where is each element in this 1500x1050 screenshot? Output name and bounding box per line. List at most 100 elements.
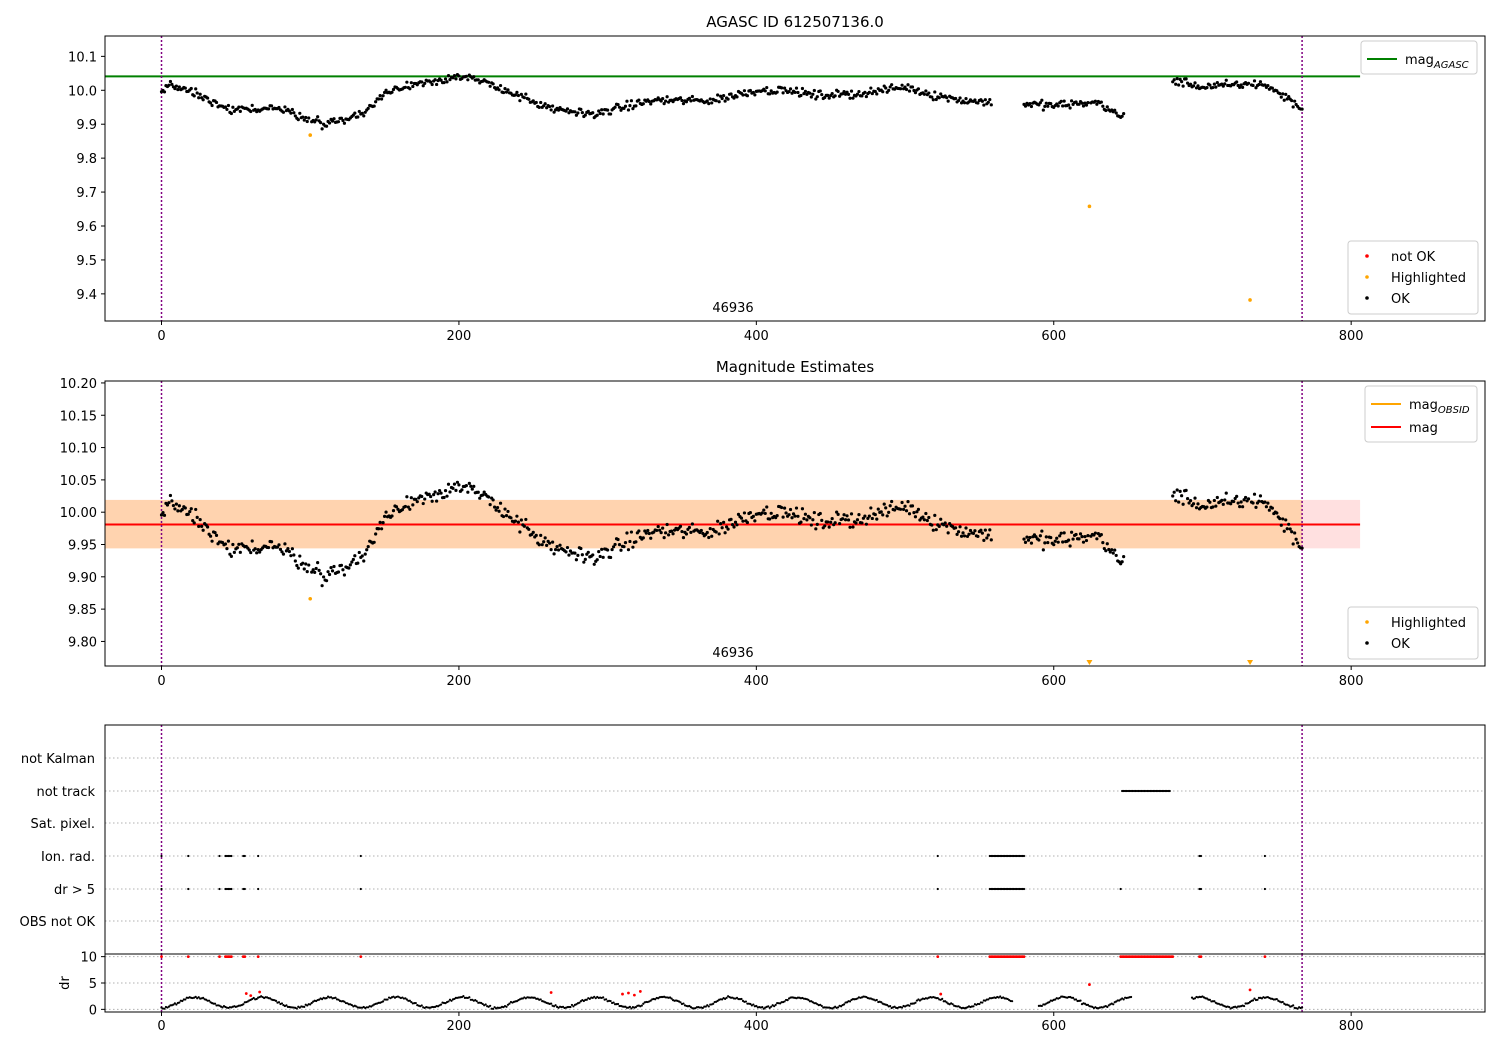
ok-point — [307, 116, 311, 120]
ok-point — [1059, 99, 1063, 103]
ok-point — [454, 488, 458, 492]
ok-point — [726, 527, 730, 531]
dr-not-ok-point — [632, 993, 636, 997]
ok-point — [503, 87, 507, 91]
ok-point — [820, 518, 824, 522]
ok-point — [564, 109, 568, 113]
dr-point — [1213, 1000, 1216, 1003]
ok-point — [1086, 101, 1090, 105]
ok-point — [745, 94, 750, 98]
dr-point — [505, 1005, 508, 1008]
ok-point — [362, 114, 366, 118]
ok-point — [597, 550, 601, 554]
dr-point — [701, 1006, 704, 1010]
ok-point — [342, 121, 347, 125]
ok-point — [1208, 500, 1212, 504]
ok-point — [912, 511, 916, 515]
dr-point — [630, 1007, 633, 1010]
ok-point — [931, 98, 935, 102]
ok-point — [1264, 505, 1269, 509]
ok-point — [305, 570, 309, 574]
ok-point — [903, 85, 907, 89]
ok-point — [968, 528, 973, 533]
ok-point — [913, 91, 918, 95]
ok-point — [1281, 517, 1285, 521]
y-tick-label: 10.0 — [68, 84, 97, 99]
dr-point — [978, 1002, 981, 1006]
ok-point — [313, 570, 317, 575]
ok-point — [586, 109, 590, 113]
ok-point — [716, 519, 720, 523]
ok-point — [925, 518, 929, 523]
ok-point — [487, 80, 491, 84]
magnitude-estimates-panel: Magnitude Estimates 0 200 400 600 800 9.80 9.8… — [60, 358, 1486, 689]
ok-point — [714, 99, 718, 103]
y-tick-label: 9.8 — [76, 152, 97, 167]
flag-category-label: Ion. rad. — [41, 850, 95, 865]
dr-not-ok-point — [256, 955, 260, 959]
ok-point — [729, 92, 733, 96]
ok-point — [708, 527, 712, 531]
ok-point — [945, 524, 949, 528]
dr-point — [1275, 997, 1278, 1001]
ok-point — [716, 93, 720, 97]
ok-point — [684, 100, 689, 104]
ok-point — [982, 538, 986, 542]
ok-point — [558, 543, 562, 547]
ok-point — [983, 98, 987, 102]
ok-point — [1224, 491, 1228, 495]
ok-point — [556, 548, 561, 552]
ok-point — [1080, 101, 1084, 105]
ok-point — [882, 502, 886, 506]
y-tick-label: 9.6 — [76, 220, 97, 235]
ok-point — [1037, 538, 1041, 542]
ok-point — [705, 530, 709, 535]
ok-point — [1040, 529, 1044, 533]
ok-point — [567, 553, 571, 557]
dr-point — [1071, 996, 1075, 999]
ok-point — [545, 543, 549, 547]
dr-point — [277, 1001, 281, 1004]
ok-point — [898, 87, 903, 91]
ok-point — [1251, 501, 1255, 505]
dr-point — [654, 998, 657, 1001]
ok-point — [332, 117, 336, 121]
dr-point — [893, 1005, 896, 1008]
ok-point — [249, 109, 253, 114]
ok-point — [493, 505, 497, 509]
ok-point — [1105, 105, 1109, 109]
dr-point — [594, 997, 597, 1000]
dr-point — [951, 1003, 954, 1006]
ok-point — [339, 563, 344, 567]
ok-point — [1180, 494, 1184, 498]
ok-point — [197, 96, 201, 100]
ok-point — [1068, 106, 1072, 110]
dr-point — [704, 1005, 707, 1008]
ok-point — [881, 90, 885, 94]
ok-point — [551, 104, 555, 108]
ok-point — [289, 111, 293, 115]
ok-point — [1254, 86, 1258, 90]
ok-point — [372, 540, 376, 544]
ok-point — [800, 86, 805, 91]
ok-point — [356, 561, 360, 565]
dr-point — [1190, 996, 1194, 999]
ok-point — [790, 516, 794, 520]
dr-point — [1083, 1002, 1087, 1005]
ok-point — [1077, 102, 1081, 106]
dr-point — [194, 995, 197, 998]
dr-point — [642, 1002, 645, 1005]
ok-point — [906, 83, 910, 87]
ok-point — [1187, 501, 1191, 505]
ok-point — [1120, 114, 1124, 118]
ok-point — [609, 112, 613, 116]
dr-point — [329, 996, 333, 999]
dr-axis-label: dr — [58, 976, 73, 990]
ok-point — [720, 96, 724, 101]
ok-point — [846, 92, 851, 96]
ok-point — [229, 554, 234, 558]
ok-point — [1246, 81, 1251, 85]
flag-point — [936, 887, 939, 891]
ok-point — [214, 533, 219, 537]
ok-point — [742, 511, 747, 515]
